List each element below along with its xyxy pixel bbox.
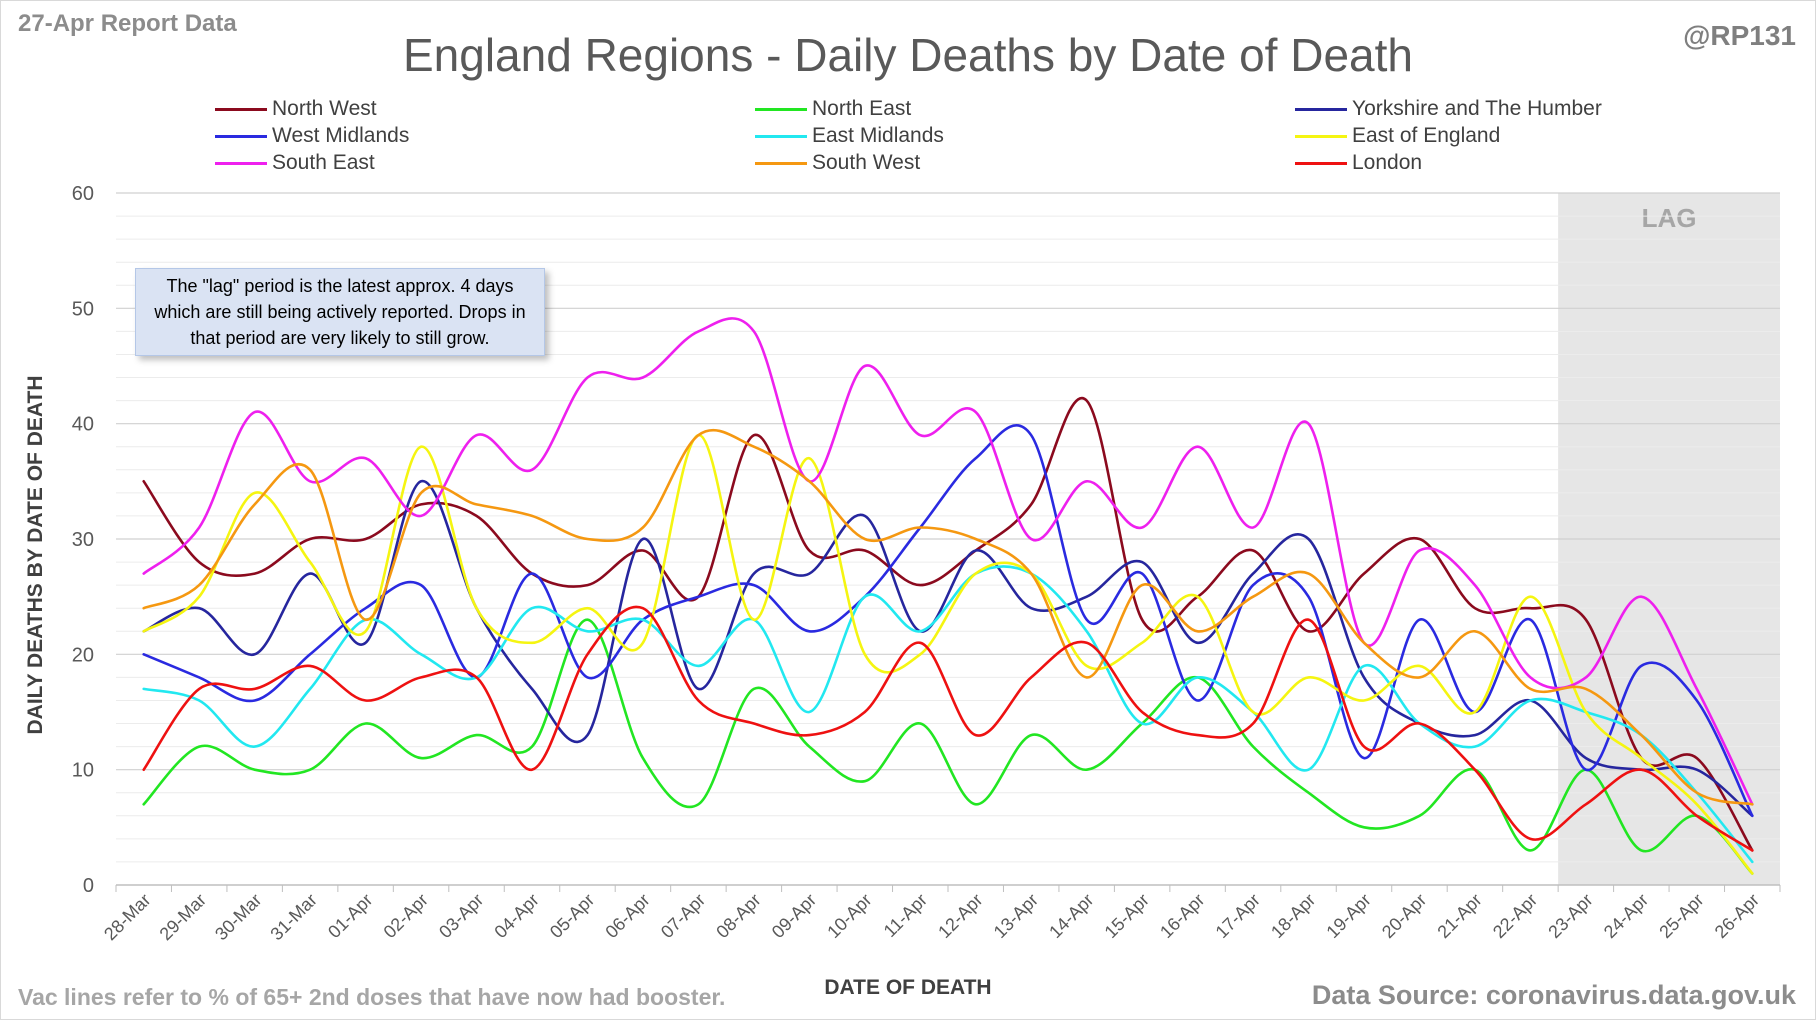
legend-swatch <box>215 107 267 111</box>
x-tick-label: 07-Apr <box>657 890 709 942</box>
x-axis-title: DATE OF DEATH <box>824 976 992 999</box>
y-tick-label: 20 <box>72 644 94 666</box>
x-tick-label: 25-Apr <box>1655 890 1707 942</box>
y-tick-label: 50 <box>72 298 94 320</box>
series-line-south-east <box>142 317 1754 806</box>
chart-title: England Regions - Daily Deaths by Date o… <box>402 29 1413 81</box>
legend-item: Yorkshire and The Humber <box>1295 97 1695 121</box>
x-tick-label: 28-Mar <box>100 890 154 944</box>
vaccine-note: Vac lines refer to % of 65+ 2nd doses th… <box>18 984 726 1010</box>
x-tick-label: 10-Apr <box>823 890 875 942</box>
legend-label: Yorkshire and The Humber <box>1352 97 1602 120</box>
author-handle: @RP131 <box>1683 20 1796 51</box>
x-tick-label: 02-Apr <box>380 890 432 942</box>
x-tick-label: 13-Apr <box>990 890 1042 942</box>
x-tick-label: 29-Mar <box>156 890 210 944</box>
legend-label: London <box>1352 151 1423 174</box>
legend-swatch <box>755 107 807 111</box>
legend-label: North West <box>272 97 377 120</box>
legend-item: East of England <box>1295 124 1695 148</box>
legend-label: South West <box>812 151 921 174</box>
x-tick-label: 08-Apr <box>712 890 764 942</box>
x-tick-label: 19-Apr <box>1322 890 1374 942</box>
x-tick-label: 20-Apr <box>1378 890 1430 942</box>
x-tick-label: 01-Apr <box>324 890 376 942</box>
x-tick-label: 30-Mar <box>211 890 265 944</box>
x-tick-label: 09-Apr <box>768 890 820 942</box>
lag-annotation: The "lag" period is the latest approx. 4… <box>135 268 545 356</box>
legend-swatch <box>215 161 267 165</box>
x-tick-label: 26-Apr <box>1711 890 1763 942</box>
legend-item: East Midlands <box>755 124 1295 148</box>
legend-label: West Midlands <box>272 124 410 147</box>
x-tick-label: 18-Apr <box>1267 890 1319 942</box>
x-tick-label: 05-Apr <box>546 890 598 942</box>
x-tick-label: 04-Apr <box>490 890 542 942</box>
x-tick-label: 11-Apr <box>880 890 931 941</box>
legend-item: North West <box>215 97 755 121</box>
legend-label: East Midlands <box>812 124 944 147</box>
data-source: Data Source: coronavirus.data.gov.uk <box>1311 980 1796 1010</box>
legend-swatch <box>1295 107 1347 111</box>
legend-swatch <box>755 161 807 165</box>
x-tick-label: 24-Apr <box>1600 890 1652 942</box>
x-tick-label: 23-Apr <box>1544 890 1596 942</box>
legend-item: South East <box>215 151 755 175</box>
y-axis-title: DAILY DEATHS BY DATE OF DEATH <box>24 375 47 735</box>
series-line-east-midlands <box>142 565 1754 864</box>
legend-item: London <box>1295 151 1695 175</box>
x-tick-label: 17-Apr <box>1212 890 1264 942</box>
series-line-east-of-england <box>142 433 1754 875</box>
x-tick-label: 06-Apr <box>601 890 653 942</box>
x-tick-label: 03-Apr <box>435 890 487 942</box>
x-tick-label: 31-Mar <box>267 890 321 944</box>
y-tick-label: 60 <box>72 183 94 205</box>
legend-swatch <box>1295 161 1347 165</box>
legend-item: South West <box>755 151 1295 175</box>
legend: North West North East Yorkshire and The Hu… <box>215 97 1695 175</box>
series-line-west-midlands <box>142 424 1754 818</box>
series-line-london <box>142 605 1754 852</box>
legend-item: North East <box>755 97 1295 121</box>
y-tick-label: 40 <box>72 414 94 436</box>
legend-label: North East <box>812 97 912 120</box>
x-tick-label: 21-Apr <box>1433 890 1485 942</box>
x-tick-label: 15-Apr <box>1101 890 1153 942</box>
lag-label: LAG <box>1642 203 1697 233</box>
legend-item: West Midlands <box>215 124 755 148</box>
report-date: 27-Apr Report Data <box>18 10 237 37</box>
legend-swatch <box>755 134 807 138</box>
series-line-south-west <box>142 429 1754 806</box>
legend-swatch <box>215 134 267 138</box>
legend-label: South East <box>272 151 375 174</box>
y-tick-label: 30 <box>72 529 94 551</box>
x-tick-label: 22-Apr <box>1489 890 1541 942</box>
x-tick-label: 16-Apr <box>1156 890 1208 942</box>
x-tick-label: 12-Apr <box>934 890 986 942</box>
y-tick-label: 10 <box>72 760 94 782</box>
y-tick-label: 0 <box>83 875 94 897</box>
legend-swatch <box>1295 134 1347 138</box>
x-tick-label: 14-Apr <box>1045 890 1097 942</box>
legend-label: East of England <box>1352 124 1501 147</box>
